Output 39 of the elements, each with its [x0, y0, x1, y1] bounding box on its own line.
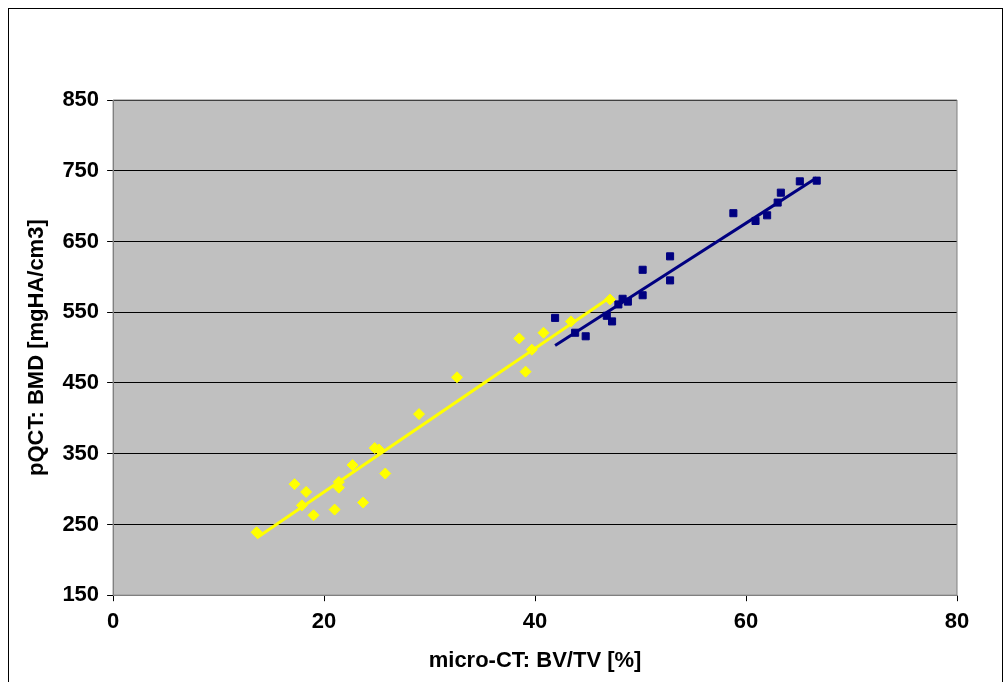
- point: [776, 188, 785, 197]
- point: [346, 459, 359, 472]
- point: [300, 485, 313, 498]
- point: [513, 332, 526, 345]
- y-tick-label: 350: [62, 439, 100, 465]
- point: [450, 371, 463, 384]
- y-axis-title: pQCT: BMD [mgHA/cm3]: [23, 219, 49, 476]
- point: [288, 478, 301, 491]
- x-tick-label: 80: [944, 608, 970, 634]
- point: [357, 496, 370, 509]
- point: [638, 265, 647, 274]
- x-axis-title: micro-CT: BV/TV [%]: [428, 646, 642, 672]
- x-tick-label: 0: [106, 608, 120, 634]
- y-tick-label: 250: [62, 510, 100, 536]
- point: [250, 526, 263, 539]
- point: [729, 209, 738, 218]
- y-tick-label: 150: [62, 581, 100, 607]
- point: [328, 503, 341, 516]
- point: [551, 313, 560, 322]
- point: [307, 509, 320, 522]
- point: [581, 332, 590, 341]
- point: [519, 365, 532, 378]
- y-tick-label: 750: [62, 156, 100, 182]
- y-tick-label: 450: [62, 369, 100, 395]
- y-tick-label: 550: [62, 298, 100, 324]
- x-tick-label: 60: [733, 608, 759, 634]
- point: [608, 317, 617, 326]
- x-tick-label: 40: [522, 608, 548, 634]
- point: [537, 326, 550, 339]
- point: [413, 408, 426, 421]
- point: [638, 291, 647, 300]
- point: [795, 177, 804, 186]
- point: [812, 176, 821, 185]
- y-tick-label: 850: [62, 86, 100, 112]
- point: [666, 252, 675, 261]
- point: [379, 467, 392, 480]
- y-tick-label: 650: [62, 227, 100, 253]
- x-tick-label: 20: [311, 608, 337, 634]
- point: [666, 276, 675, 285]
